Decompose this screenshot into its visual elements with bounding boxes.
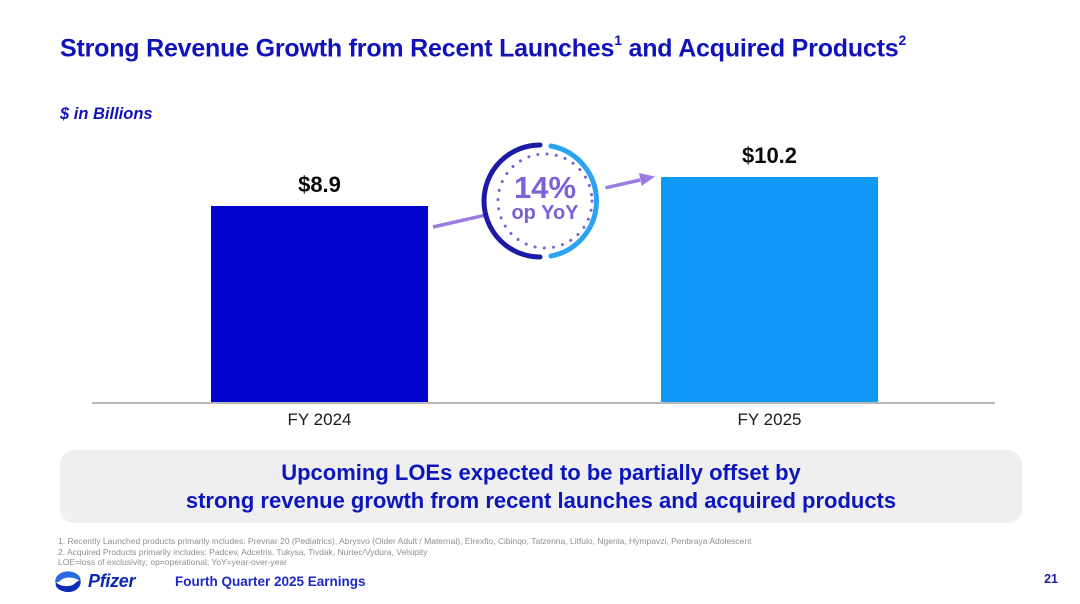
bar-fy2024 bbox=[211, 206, 428, 403]
growth-percent: 14% bbox=[513, 170, 577, 205]
footer-deck-title: Fourth Quarter 2025 Earnings bbox=[175, 574, 366, 589]
growth-sub-label: op YoY bbox=[511, 202, 579, 224]
footnote-3: LOE=loss of exclusivity; op=operational;… bbox=[58, 557, 287, 567]
growth-badge: 14% op YoY bbox=[487, 172, 603, 224]
footnotes: 1. Recently Launched products primarily … bbox=[58, 536, 751, 568]
slide-title: Strong Revenue Growth from Recent Launch… bbox=[60, 32, 907, 63]
page-number: 21 bbox=[1044, 572, 1058, 586]
pfizer-logo: Pfizer bbox=[52, 568, 136, 595]
bar-fy2025 bbox=[661, 177, 878, 403]
bar-group-fy2025: $10.2 bbox=[661, 143, 878, 403]
bar-value-fy2024: $8.9 bbox=[298, 172, 341, 197]
footnote-ref-2: 2 bbox=[898, 32, 907, 48]
footnote-ref-1: 1 bbox=[614, 32, 622, 48]
x-axis-line bbox=[92, 402, 995, 404]
slide-title-text: Strong Revenue Growth from Recent Launch… bbox=[60, 34, 615, 63]
footnote-2: 2. Acquired Products primarily includes:… bbox=[58, 546, 428, 557]
callout-box: Upcoming LOEs expected to be partially o… bbox=[60, 450, 1022, 523]
x-tick-fy2024: FY 2024 bbox=[287, 410, 352, 429]
pfizer-logo-icon bbox=[55, 571, 81, 593]
bar-value-fy2025: $10.2 bbox=[741, 143, 798, 168]
units-label: $ in Billions bbox=[60, 105, 153, 123]
slide-title-text2: and Acquired Products bbox=[621, 34, 899, 63]
pfizer-wordmark: Pfizer bbox=[88, 571, 136, 591]
growth-arrow-head-icon bbox=[639, 173, 655, 186]
bar-group-fy2024: $8.9 bbox=[211, 172, 428, 403]
x-tick-fy2025: FY 2025 bbox=[737, 410, 802, 429]
callout-line-2: strong revenue growth from recent launch… bbox=[185, 487, 897, 513]
footnote-1: 1. Recently Launched products primarily … bbox=[58, 536, 752, 546]
callout-line-1: Upcoming LOEs expected to be partially o… bbox=[281, 459, 801, 485]
